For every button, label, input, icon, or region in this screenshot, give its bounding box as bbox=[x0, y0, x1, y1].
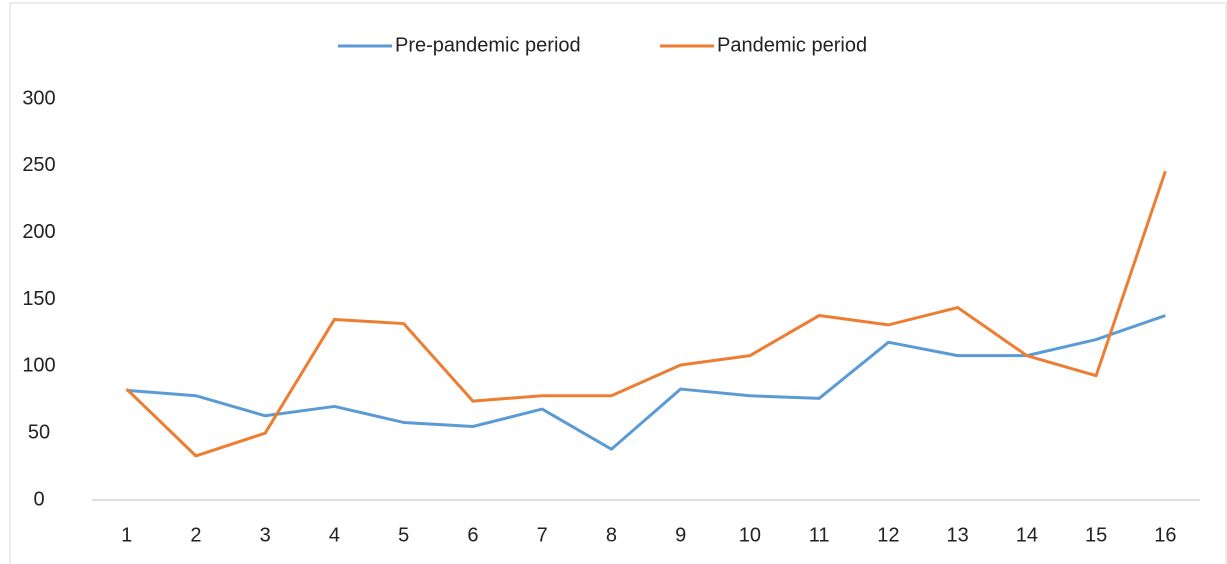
y-tick-label: 200 bbox=[22, 221, 55, 243]
x-tick-label: 13 bbox=[947, 524, 969, 546]
x-tick-label: 7 bbox=[537, 524, 548, 546]
y-tick-label: 100 bbox=[22, 355, 55, 377]
y-tick-label: 0 bbox=[33, 488, 44, 510]
series-line bbox=[126, 314, 1166, 451]
y-tick-label: 300 bbox=[22, 87, 55, 109]
x-tick-label: 2 bbox=[190, 524, 201, 546]
chart-border bbox=[9, 2, 1227, 564]
x-tick-label: 8 bbox=[606, 524, 617, 546]
x-tick-label: 11 bbox=[809, 524, 830, 546]
legend-label: Pre-pandemic period bbox=[395, 34, 581, 56]
legend-label: Pandemic period bbox=[717, 34, 867, 56]
x-tick-label: 14 bbox=[1016, 524, 1038, 546]
y-tick-label: 150 bbox=[22, 288, 55, 310]
x-tick-label: 3 bbox=[260, 524, 271, 546]
x-tick-label: 6 bbox=[467, 524, 478, 546]
x-tick-label: 4 bbox=[329, 524, 340, 546]
x-tick-label: 1 bbox=[121, 524, 132, 546]
series-line bbox=[125, 170, 1167, 458]
x-tick-label: 15 bbox=[1085, 524, 1107, 546]
x-tick-label: 9 bbox=[675, 524, 686, 546]
x-tick-label: 12 bbox=[877, 524, 899, 546]
y-tick-label: 250 bbox=[22, 154, 55, 176]
y-tick-label: 50 bbox=[28, 421, 50, 443]
x-tick-label: 5 bbox=[398, 524, 409, 546]
x-tick-label: 16 bbox=[1154, 524, 1176, 546]
x-tick-label: 10 bbox=[739, 524, 761, 546]
